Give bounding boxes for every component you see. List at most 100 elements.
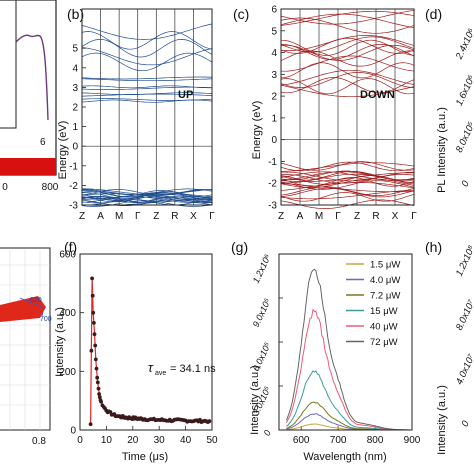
ytick-label: 5 <box>72 44 78 55</box>
data-point <box>93 343 98 348</box>
ytick-label: 6.0x10⁵ <box>251 340 273 372</box>
data-point <box>97 392 101 396</box>
panel-a: 6 0 800 <box>0 0 59 193</box>
ytick-label: 3 <box>271 70 277 81</box>
panel-e-xtick: 0.8 <box>32 436 46 447</box>
ytick-label: 4 <box>72 63 78 74</box>
xtick-label: X <box>190 211 197 222</box>
xtick-label: 20 <box>127 435 139 446</box>
ytick-label: 2 <box>271 92 277 103</box>
panel-g-xlabel: Wavelength (nm) <box>303 451 386 463</box>
xtick-label: A <box>297 211 304 222</box>
panel-g: (g) Intensity (a.u.) Wavelength (nm) 03.… <box>231 239 421 463</box>
ytick-label: 3 <box>72 83 78 94</box>
ytick-label: 5 <box>271 26 277 37</box>
band-line <box>280 44 415 61</box>
decay-fit-line <box>90 277 210 425</box>
xtick-label: 900 <box>404 435 421 446</box>
band-line <box>81 47 213 66</box>
panel-f-tau: τ <box>148 360 154 375</box>
data-point <box>97 395 102 400</box>
ytick-label: 600 <box>59 250 76 261</box>
panel-d-ytick-label: 2.4x10⁶ <box>453 27 474 62</box>
panel-g-ylabel: Intensity (a.u.) <box>249 365 261 435</box>
ytick-label: -3 <box>69 201 78 212</box>
xtick-label: 10 <box>101 435 113 446</box>
xtick-label: 700 <box>330 435 347 446</box>
panel-e-grid <box>0 250 50 430</box>
legend-label: 40 μW <box>370 322 398 333</box>
data-point <box>88 422 93 427</box>
legend-label: 1.5 μW <box>370 260 400 271</box>
ytick-label: 0 <box>271 135 277 146</box>
panel-e: 620 700 0.8 <box>0 247 52 447</box>
panel-b-label: (b) <box>67 6 84 22</box>
xtick-label: 30 <box>154 435 166 446</box>
band-line <box>81 200 213 207</box>
ytick-label: 200 <box>59 367 76 378</box>
band-line <box>280 173 415 184</box>
band-line <box>81 92 213 96</box>
panel-d: (d) PL Intensity (a.u.) 0 8.0x10⁵ 1.6x10⁶ 2… <box>425 6 474 193</box>
panel-e-frame <box>0 247 51 431</box>
band-line <box>81 31 213 50</box>
ytick-label: 0 <box>262 429 273 438</box>
band-line <box>280 9 415 25</box>
data-point <box>93 357 98 362</box>
spectrum-line <box>286 413 412 431</box>
band-line <box>280 171 415 181</box>
ytick-label: -1 <box>69 161 78 172</box>
panel-f: (f) Intensity (a.u.) Time (μs) 020040060… <box>54 239 218 463</box>
xtick-label: Γ <box>335 211 341 222</box>
band-line <box>280 78 415 95</box>
xtick-label: Z <box>153 211 159 222</box>
panel-a-inset <box>0 0 17 129</box>
panel-e-annotation-700: 700 <box>40 316 52 323</box>
band-line <box>82 193 213 200</box>
panel-a-frame <box>0 0 57 176</box>
data-point <box>95 380 100 385</box>
ytick-label: 400 <box>59 308 76 319</box>
band-line <box>81 52 213 72</box>
band-line <box>81 85 212 89</box>
panel-a-xtick: 800 <box>42 182 59 193</box>
band-line <box>280 55 415 72</box>
band-line <box>280 187 415 198</box>
legend-label: 7.2 μW <box>370 291 400 302</box>
ytick-label: -2 <box>69 181 78 192</box>
band-line <box>280 69 415 86</box>
xtick-label: Z <box>278 211 284 222</box>
ytick-label: 1 <box>72 122 78 133</box>
panel-g-frame <box>278 253 413 431</box>
data-point <box>96 386 101 391</box>
panel-h: (h) Intensity (a.u.) 0 4.0x10⁷ 8.0x10⁷ 1.2x… <box>425 239 474 455</box>
panel-d-ytick-label: 0 <box>460 179 473 189</box>
data-point <box>95 375 100 380</box>
panel-f-ylabel: Intensity (a.u.) <box>54 307 66 377</box>
panel-f-frame <box>79 253 213 431</box>
band-line <box>280 186 415 196</box>
xtick-label: 40 <box>180 435 192 446</box>
panel-f-tau-value: = 34.1 ns <box>170 363 216 375</box>
band-line <box>280 161 415 172</box>
band-line <box>81 192 213 199</box>
panel-b: (b) Energy (eV) -3 -2 -1 0 1 2 3 4 5 Z A M Γ Z R X Γ UP <box>57 6 215 222</box>
band-line <box>280 162 415 172</box>
band-line <box>280 37 415 54</box>
panel-d-ylabel: PL Intensity (a.u.) <box>436 107 448 193</box>
panel-a-xtick: 0 <box>2 182 8 193</box>
band-line <box>280 77 415 94</box>
ytick-label: 1 <box>271 113 277 124</box>
xtick-label: Γ <box>411 211 417 222</box>
xtick-label: 50 <box>206 435 218 446</box>
panel-f-label: (f) <box>64 239 77 255</box>
panel-a-inset-curve <box>15 34 49 121</box>
data-point <box>89 348 94 353</box>
xtick-label: A <box>97 211 104 222</box>
xtick-label: R <box>171 211 178 222</box>
data-point <box>91 310 96 315</box>
ytick-label: -2 <box>268 179 277 190</box>
panel-b-frame <box>81 8 213 206</box>
panel-c-annotation: DOWN <box>360 89 395 101</box>
ytick-label: 0 <box>70 426 76 437</box>
